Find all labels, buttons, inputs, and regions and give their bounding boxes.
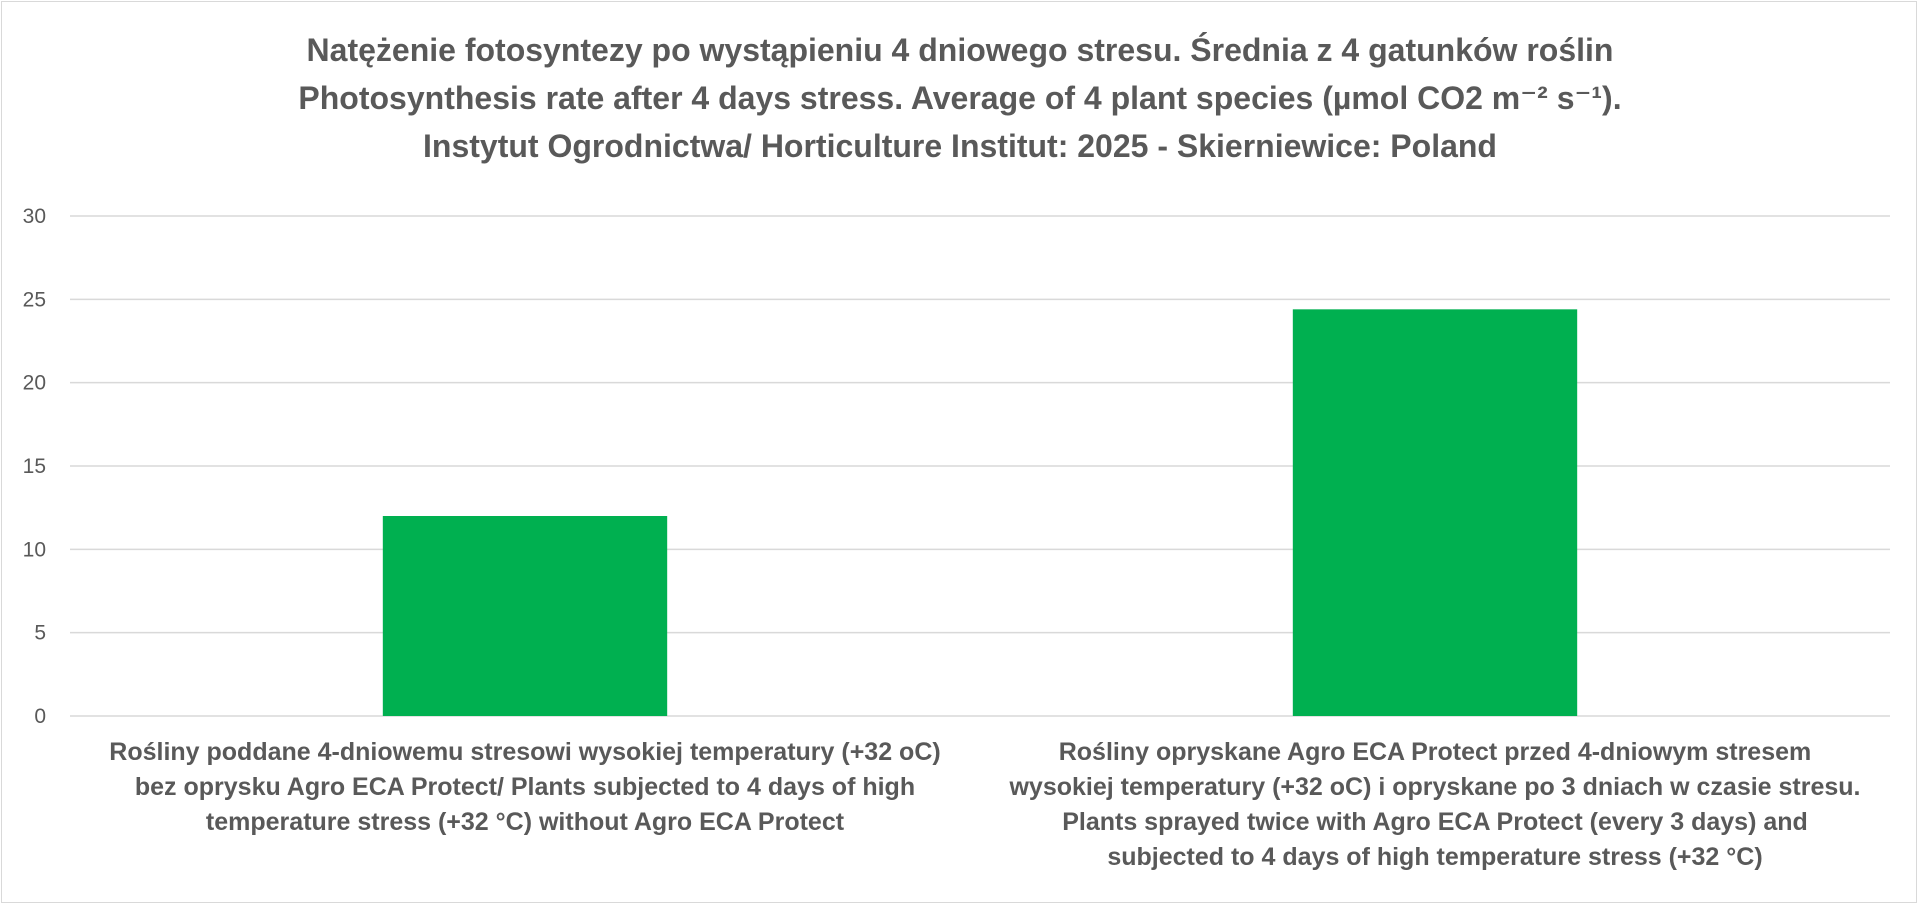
y-tick-label: 15 <box>23 455 46 478</box>
y-tick-label: 25 <box>23 288 46 311</box>
y-tick-label: 5 <box>34 622 46 645</box>
y-tick-label: 0 <box>34 705 46 728</box>
chart-title-line-institute: Instytut Ogrodnictwa/ Horticulture Insti… <box>423 128 1497 164</box>
x-category-label-line: Rośliny opryskane Agro ECA Protect przed… <box>1058 738 1812 766</box>
x-category-label-line: temperature stress (+32 °C) without Agro… <box>205 808 845 836</box>
x-category-label-line: subjected to 4 days of high temperature … <box>1107 843 1763 871</box>
chart-title: Natężenie fotosyntezy po wystąpieniu 4 d… <box>2 26 1918 170</box>
bar-sprayed <box>1292 309 1578 716</box>
chart-title-line-pl: Natężenie fotosyntezy po wystąpieniu 4 d… <box>306 32 1614 68</box>
x-category-label-line: Rośliny poddane 4-dniowemu stresowi wyso… <box>109 738 941 766</box>
x-category-label-line: wysokiej temperatury (+32 oC) i opryskan… <box>1009 773 1861 801</box>
bar-no-spray <box>382 516 668 716</box>
y-tick-label: 10 <box>23 538 46 561</box>
x-category-label-sprayed: Rośliny opryskane Agro ECA Protect przed… <box>980 735 1890 875</box>
x-category-label-line: Plants sprayed twice with Agro ECA Prote… <box>1062 808 1808 836</box>
y-tick-label: 30 <box>23 205 46 228</box>
y-tick-label: 20 <box>23 372 46 395</box>
chart-title-line-en: Photosynthesis rate after 4 days stress.… <box>298 80 1622 116</box>
x-category-label-no-spray: Rośliny poddane 4-dniowemu stresowi wyso… <box>70 735 980 840</box>
x-category-label-line: bez oprysku Agro ECA Protect/ Plants sub… <box>134 773 916 801</box>
